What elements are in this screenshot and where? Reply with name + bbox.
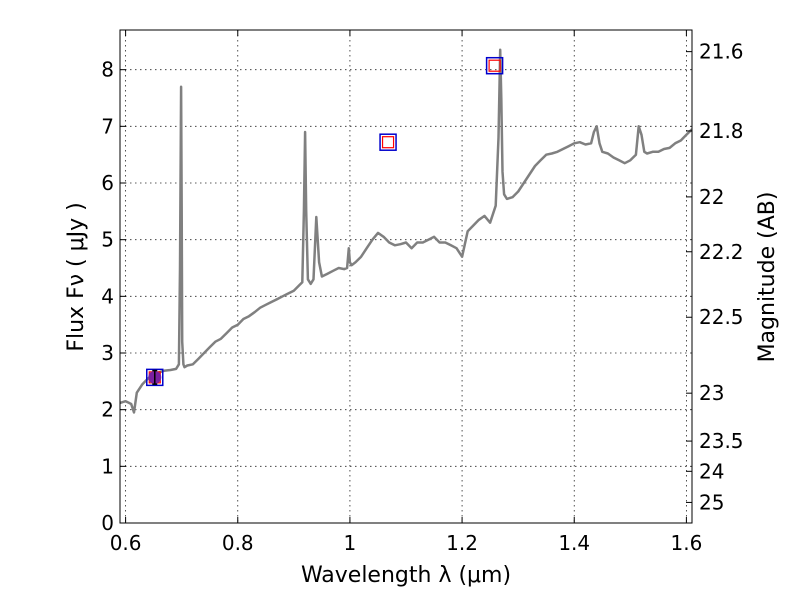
mag-tick-label: 22.5 bbox=[699, 305, 744, 329]
photometry-point bbox=[146, 368, 164, 387]
y-tick-label: 0 bbox=[101, 511, 114, 535]
y-tick-label: 8 bbox=[101, 58, 114, 82]
y-tick-label: 3 bbox=[101, 341, 114, 365]
filter-box-marker bbox=[146, 368, 164, 387]
mag-tick-label: 22 bbox=[699, 185, 724, 209]
plot-frame bbox=[119, 29, 693, 524]
x-tick-label: 1.4 bbox=[558, 531, 590, 555]
mag-tick-label: 23 bbox=[699, 381, 724, 405]
axis-ticks: 0.6 0.8 1 1.2 1.4 1.601234567821.621.82222.22… bbox=[101, 30, 744, 555]
mag-tick-label: 22.2 bbox=[699, 240, 744, 264]
filter-box-marker bbox=[485, 56, 504, 75]
y-tick-label: 7 bbox=[101, 114, 114, 138]
y-axis-right-label: Magnitude (AB) bbox=[755, 192, 780, 363]
x-axis-label: Wavelength λ (μm) bbox=[301, 563, 511, 588]
y-tick-label: 1 bbox=[101, 454, 114, 478]
y-tick-label: 2 bbox=[101, 398, 114, 422]
spectrum-line bbox=[120, 48, 692, 414]
y-axis-label: Flux Fν ( μJy ) bbox=[64, 202, 89, 351]
model-flux-marker bbox=[488, 59, 501, 72]
photometry-points bbox=[146, 56, 504, 387]
x-tick-label: 1 bbox=[344, 531, 357, 555]
plot-area bbox=[120, 48, 692, 414]
filter-box-marker bbox=[379, 133, 397, 151]
mag-tick-label: 24 bbox=[699, 459, 724, 483]
photometry-point bbox=[379, 133, 397, 151]
y-tick-label: 4 bbox=[101, 284, 114, 308]
mag-tick-label: 25 bbox=[699, 490, 724, 514]
mag-tick-label: 21.6 bbox=[699, 40, 744, 64]
model-flux-marker bbox=[381, 136, 395, 149]
mag-tick-label: 21.8 bbox=[699, 119, 744, 143]
y-tick-label: 5 bbox=[101, 228, 114, 252]
photometry-point bbox=[485, 56, 504, 75]
grid-lines bbox=[120, 30, 692, 524]
mag-tick-label: 23.5 bbox=[699, 429, 744, 453]
x-tick-label: 0.8 bbox=[222, 531, 254, 555]
x-tick-label: 1.6 bbox=[670, 531, 702, 555]
x-tick-label: 1.2 bbox=[446, 531, 478, 555]
x-tick-label: 0.6 bbox=[110, 531, 142, 555]
y-tick-label: 6 bbox=[101, 171, 114, 195]
